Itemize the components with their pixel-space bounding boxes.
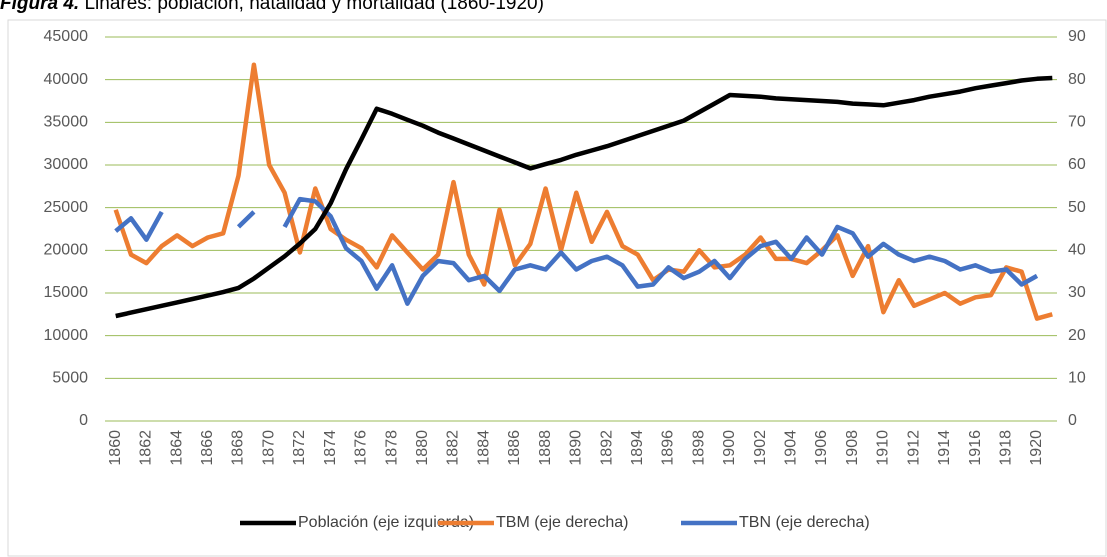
y-tick-label: 40000 bbox=[44, 71, 89, 88]
x-tick-label: 1890 bbox=[568, 430, 585, 466]
x-tick-label: 1914 bbox=[936, 430, 953, 466]
series-line bbox=[114, 196, 1039, 306]
y2-tick-label: 10 bbox=[1068, 370, 1086, 387]
y2-tick-label: 80 bbox=[1068, 71, 1086, 88]
chart-frame bbox=[7, 19, 1107, 557]
x-tick-label: 1884 bbox=[475, 430, 492, 466]
x-tick-label: 1886 bbox=[506, 430, 523, 466]
y-tick-label: 25000 bbox=[44, 199, 89, 216]
x-tick-label: 1864 bbox=[168, 430, 185, 466]
y2-tick-label: 60 bbox=[1068, 156, 1086, 173]
y-tick-label: 5000 bbox=[52, 370, 88, 387]
x-tick-label: 1866 bbox=[199, 430, 216, 466]
y-tick-label: 45000 bbox=[44, 28, 89, 45]
chart-title: Figura 4. Linares: población, natalidad … bbox=[0, 0, 544, 14]
series-line bbox=[115, 75, 1053, 319]
legend-label: Población (eje izquierda) bbox=[298, 514, 474, 531]
y2-tick-label: 30 bbox=[1068, 284, 1086, 301]
x-tick-label: 1862 bbox=[138, 430, 155, 466]
y2-tick-label: 20 bbox=[1068, 327, 1086, 344]
legend-label: TBN (eje derecha) bbox=[739, 514, 870, 531]
x-tick-label: 1912 bbox=[905, 430, 922, 466]
y-tick-label: 15000 bbox=[44, 284, 89, 301]
x-tick-label: 1900 bbox=[721, 430, 738, 466]
y2-tick-label: 70 bbox=[1068, 114, 1086, 131]
y-tick-label: 30000 bbox=[44, 156, 89, 173]
x-tick-label: 1902 bbox=[752, 430, 769, 466]
y2-tick-label: 90 bbox=[1068, 28, 1086, 45]
x-tick-label: 1916 bbox=[967, 430, 984, 466]
x-tick-label: 1906 bbox=[813, 430, 830, 466]
x-tick-label: 1896 bbox=[660, 430, 677, 466]
y2-tick-label: 0 bbox=[1068, 412, 1077, 429]
x-tick-label: 1880 bbox=[414, 430, 431, 466]
title-label: Figura 4. bbox=[0, 0, 79, 14]
x-tick-label: 1920 bbox=[1028, 430, 1045, 466]
x-tick-label: 1874 bbox=[322, 430, 339, 466]
x-tick-label: 1898 bbox=[690, 430, 707, 466]
y2-tick-label: 50 bbox=[1068, 199, 1086, 216]
x-tick-label: 1910 bbox=[875, 430, 892, 466]
x-tick-label: 1904 bbox=[783, 430, 800, 466]
x-tick-label: 1868 bbox=[230, 430, 247, 466]
series-line bbox=[113, 62, 1053, 321]
title-text: Linares: población, natalidad y mortalid… bbox=[84, 0, 543, 14]
x-tick-label: 1908 bbox=[844, 430, 861, 466]
x-tick-label: 1876 bbox=[353, 430, 370, 466]
x-tick-label: 1894 bbox=[629, 430, 646, 466]
y-tick-label: 35000 bbox=[44, 114, 89, 131]
x-tick-label: 1872 bbox=[291, 430, 308, 466]
x-tick-label: 1882 bbox=[445, 430, 462, 466]
y-tick-label: 0 bbox=[79, 412, 88, 429]
y-tick-label: 10000 bbox=[44, 327, 89, 344]
y2-tick-label: 40 bbox=[1068, 242, 1086, 259]
legend-label: TBM (eje derecha) bbox=[496, 514, 629, 531]
x-tick-label: 1918 bbox=[997, 430, 1014, 466]
x-tick-label: 1878 bbox=[383, 430, 400, 466]
y-tick-label: 20000 bbox=[44, 242, 89, 259]
x-tick-label: 1888 bbox=[537, 430, 554, 466]
x-tick-label: 1870 bbox=[260, 430, 277, 466]
x-tick-label: 1892 bbox=[598, 430, 615, 466]
x-tick-label: 1860 bbox=[107, 430, 124, 466]
